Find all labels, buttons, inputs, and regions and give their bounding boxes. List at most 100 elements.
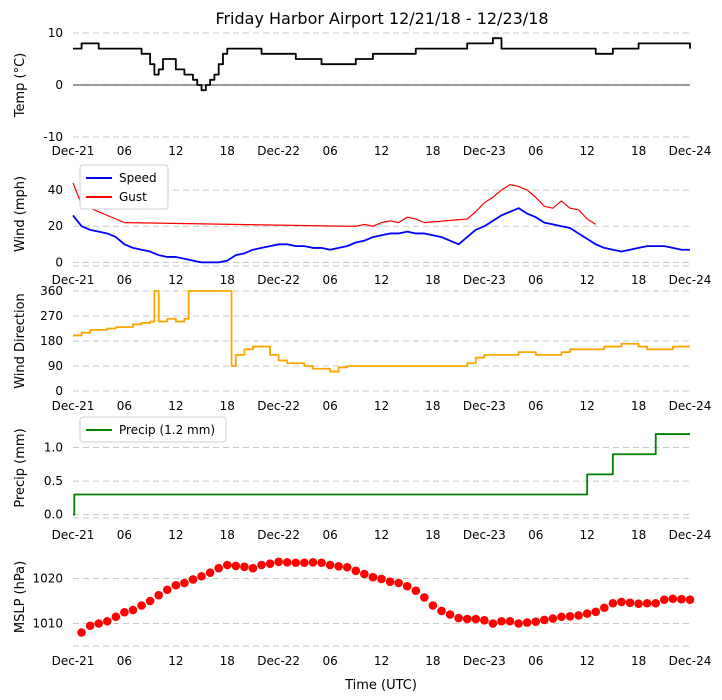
mslp-point — [445, 610, 455, 619]
mslp-xtick-label: Dec-23 — [463, 654, 506, 668]
mslp-point — [685, 595, 695, 604]
mslp-point — [145, 596, 155, 606]
mslp-point — [291, 558, 301, 568]
precip-ytick-label: 0.5 — [44, 474, 63, 488]
mslp-point — [437, 606, 446, 616]
wind-xtick-label: Dec-21 — [52, 273, 95, 287]
mslp-ytick-label: 1020 — [32, 572, 63, 586]
temp-y-axis-label: Temp (°C) — [13, 53, 28, 119]
mslp-point — [222, 560, 232, 570]
mslp-point — [540, 615, 549, 625]
mslp-point — [677, 594, 686, 604]
mslp-point — [574, 611, 583, 620]
mslp-xtick-label: 18 — [220, 654, 235, 668]
precip-legend-label: Precip (1.2 mm) — [119, 423, 215, 437]
precip-legend: Precip (1.2 mm) — [79, 416, 227, 443]
mslp-point — [342, 562, 352, 572]
direction-xtick-label: Dec-21 — [52, 399, 95, 413]
precip-xtick-label: 06 — [117, 528, 132, 542]
wind-legend-label: Speed — [119, 171, 157, 185]
mslp-point — [180, 578, 189, 588]
temp-series-temp — [73, 37, 691, 92]
mslp-point — [197, 571, 206, 581]
mslp-point — [454, 613, 463, 623]
wind-xtick-label: 12 — [580, 273, 595, 287]
precip-ytick-label: 1.0 — [44, 441, 63, 455]
mslp-xtick-label: 18 — [425, 654, 440, 668]
wind-series-speed — [72, 207, 690, 264]
chart-title: Friday Harbor Airport 12/21/18 - 12/23/1… — [215, 9, 548, 28]
precip-series-precip-1-2-mm — [73, 433, 690, 516]
mslp-point — [205, 568, 215, 577]
mslp-point — [411, 586, 421, 595]
mslp-point — [617, 597, 626, 607]
wind-xtick-label: 18 — [220, 273, 235, 287]
mslp-xtick-label: 18 — [631, 654, 646, 668]
wind-xtick-label: 12 — [374, 273, 389, 287]
direction-xtick-label: 18 — [631, 399, 646, 413]
wind-ytick-label: 20 — [48, 219, 63, 233]
direction-xtick-label: 12 — [168, 399, 183, 413]
mslp-point — [651, 598, 661, 608]
direction-xtick-label: 12 — [580, 399, 595, 413]
mslp-panel: 1020 1010 Dec-21 06 12 18 Dec-22 06 12 18 Dec-23 06… — [13, 557, 712, 668]
mslp-point — [171, 580, 181, 590]
temp-xtick-label: 12 — [374, 144, 389, 158]
direction-xtick-label: Dec-24 — [669, 399, 712, 413]
mslp-point — [565, 612, 575, 621]
mslp-point — [257, 560, 266, 570]
x-axis-label: Time (UTC) — [344, 678, 417, 693]
mslp-point — [128, 605, 138, 615]
mslp-point — [642, 598, 652, 608]
mslp-xtick-label: 06 — [528, 654, 543, 668]
mslp-xtick-label: Dec-24 — [669, 654, 712, 668]
temp-xtick-label: 18 — [631, 144, 646, 158]
mslp-point — [497, 616, 506, 626]
direction-xtick-label: 18 — [425, 399, 440, 413]
temp-xtick-label: 18 — [220, 144, 235, 158]
mslp-point — [248, 563, 258, 573]
mslp-point — [214, 563, 223, 573]
temp-ytick-label: -10 — [43, 130, 63, 144]
direction-xtick-label: 06 — [528, 399, 543, 413]
direction-xtick-label: Dec-23 — [463, 399, 506, 413]
mslp-xtick-label: Dec-21 — [52, 654, 95, 668]
direction-xtick-label: 18 — [220, 399, 235, 413]
precip-xtick-label: 12 — [168, 528, 183, 542]
mslp-point — [488, 619, 498, 628]
mslp-point — [308, 558, 318, 567]
mslp-point — [77, 628, 86, 637]
mslp-xtick-label: 06 — [117, 654, 132, 668]
precip-xtick-label: 12 — [580, 528, 595, 542]
direction-ytick-label: 90 — [48, 359, 63, 373]
mslp-point — [334, 562, 343, 571]
mslp-point — [480, 616, 489, 625]
mslp-point — [591, 607, 601, 617]
precip-xtick-label: 12 — [374, 528, 389, 542]
mslp-point — [634, 599, 643, 608]
mslp-point — [557, 612, 566, 622]
mslp-point — [85, 621, 95, 631]
mslp-point — [514, 619, 523, 628]
direction-y-axis-label: Wind Direction — [13, 293, 28, 389]
mslp-point — [188, 575, 198, 584]
mslp-xtick-label: 06 — [322, 654, 337, 668]
precip-xtick-label: 18 — [425, 528, 440, 542]
direction-ytick-label: 360 — [40, 284, 63, 298]
mslp-xtick-label: 12 — [374, 654, 389, 668]
wind-xtick-label: Dec-22 — [257, 273, 300, 287]
wind-legend-label: Gust — [119, 190, 147, 204]
direction-ytick-label: 180 — [40, 334, 63, 348]
mslp-point — [548, 614, 558, 623]
direction-xtick-label: 06 — [117, 399, 132, 413]
wind-xtick-label: 12 — [168, 273, 183, 287]
temp-xtick-label: Dec-23 — [463, 144, 506, 158]
precip-legend-box — [79, 416, 227, 443]
precip-xtick-label: 18 — [631, 528, 646, 542]
precip-ytick-label: 0.0 — [44, 508, 63, 522]
wind-series-gust — [72, 182, 597, 227]
precip-xtick-label: Dec-24 — [669, 528, 712, 542]
mslp-point — [402, 581, 412, 591]
mslp-point — [522, 618, 532, 627]
